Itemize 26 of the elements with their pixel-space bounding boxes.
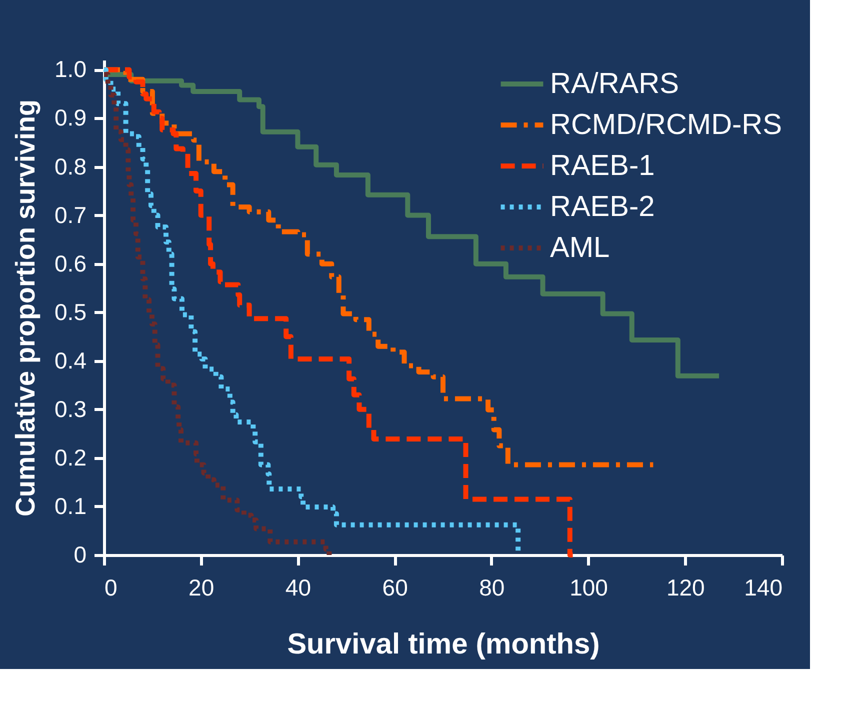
y-tick-label: 0.8 bbox=[54, 153, 86, 180]
x-axis-title: Survival time (months) bbox=[287, 628, 600, 660]
y-tick-label: 1.0 bbox=[54, 56, 86, 82]
y-tick-label: 0.4 bbox=[54, 347, 87, 374]
y-tick-label: 0.2 bbox=[54, 444, 86, 470]
y-tick-label: 0.1 bbox=[54, 492, 86, 519]
x-tick-label: 120 bbox=[666, 574, 705, 600]
y-axis-title: Cumulative proportion surviving bbox=[10, 99, 41, 517]
x-tick-label: 40 bbox=[285, 574, 312, 600]
legend-label: RCMD/RCMD-RS bbox=[550, 109, 782, 141]
y-tick-label: 0.6 bbox=[54, 250, 86, 276]
y-tick-label: 0.9 bbox=[54, 104, 86, 131]
legend-label: RAEB-1 bbox=[550, 150, 655, 182]
x-tick-label: 140 bbox=[744, 574, 782, 600]
y-tick-label: 0.3 bbox=[54, 396, 86, 422]
x-tick-label: 80 bbox=[479, 574, 505, 600]
x-tick-label: 60 bbox=[382, 574, 408, 600]
legend-label: RAEB-2 bbox=[550, 191, 655, 223]
y-tick-label: 0.7 bbox=[54, 202, 86, 228]
legend-label: AML bbox=[550, 232, 610, 264]
x-tick-label: 100 bbox=[570, 574, 608, 600]
y-tick-label: 0.5 bbox=[54, 298, 86, 325]
x-tick-label: 20 bbox=[188, 574, 214, 600]
x-tick-label: 0 bbox=[104, 574, 118, 600]
legend-label: RA/RARS bbox=[550, 68, 679, 100]
y-tick-label: 0 bbox=[74, 542, 86, 568]
